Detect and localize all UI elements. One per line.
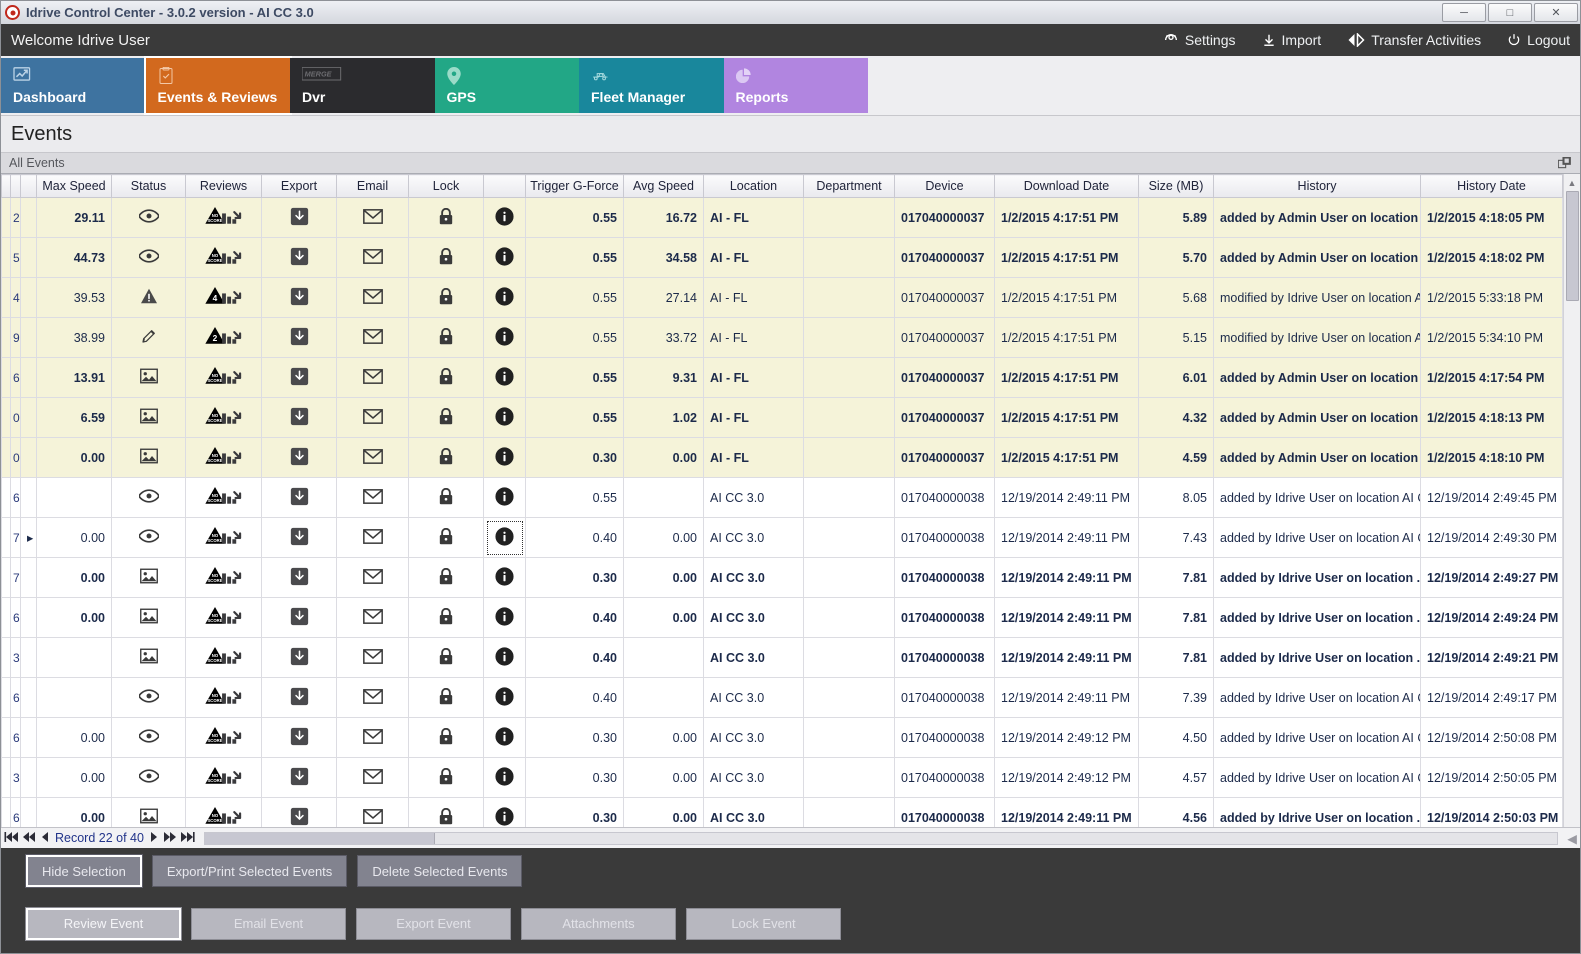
- svg-text:SCORE: SCORE: [207, 258, 222, 263]
- svg-text:SCORE: SCORE: [207, 578, 222, 583]
- svg-text:SCORE: SCORE: [207, 218, 222, 223]
- svg-text:4: 4: [212, 293, 217, 303]
- svg-text:SCORE: SCORE: [207, 538, 222, 543]
- svg-text:SCORE: SCORE: [207, 818, 222, 823]
- svg-text:SCORE: SCORE: [207, 658, 222, 663]
- svg-text:2: 2: [212, 333, 217, 343]
- svg-text:MERGE: MERGE: [305, 69, 333, 78]
- svg-text:SCORE: SCORE: [207, 378, 222, 383]
- svg-text:SCORE: SCORE: [207, 418, 222, 423]
- svg-text:SCORE: SCORE: [207, 698, 222, 703]
- svg-text:SCORE: SCORE: [207, 778, 222, 783]
- svg-text:SCORE: SCORE: [207, 498, 222, 503]
- svg-text:SCORE: SCORE: [207, 458, 222, 463]
- svg-text:SCORE: SCORE: [207, 618, 222, 623]
- svg-text:SCORE: SCORE: [207, 738, 222, 743]
